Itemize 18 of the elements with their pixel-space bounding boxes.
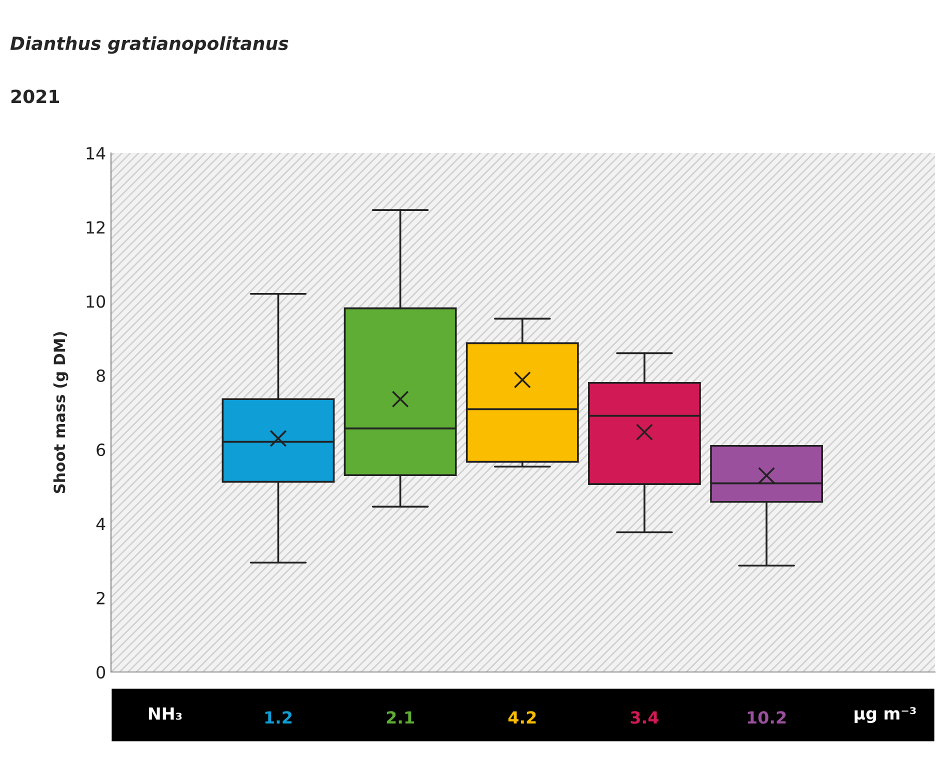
x-tick-label: 3.4 (630, 711, 658, 724)
y-tick-label: 6 (96, 444, 106, 456)
y-tick-label: 14 (86, 147, 106, 160)
chart-title: Dianthus gratianopolitanus (10, 36, 288, 54)
y-tick-label: 8 (96, 369, 105, 382)
y-axis-title: Shoot mass (g DM) (53, 332, 68, 494)
y-tick-label: 0 (96, 666, 106, 679)
text: µg m⁻³ (854, 707, 916, 724)
y-tick-label: 10 (86, 295, 106, 308)
x-tick-label: 4.2 (508, 711, 536, 724)
x-tick-label: 1.2 (265, 711, 292, 724)
x-tick-label: 10.2 (748, 711, 786, 724)
text: NH₃ (148, 707, 182, 720)
x-tick-label: 2.1 (386, 711, 414, 724)
y-tick-label: 2 (96, 592, 104, 604)
y-tick-label: 4 (96, 518, 106, 530)
text: 2021 (11, 90, 60, 104)
y-tick-label: 12 (86, 221, 104, 234)
